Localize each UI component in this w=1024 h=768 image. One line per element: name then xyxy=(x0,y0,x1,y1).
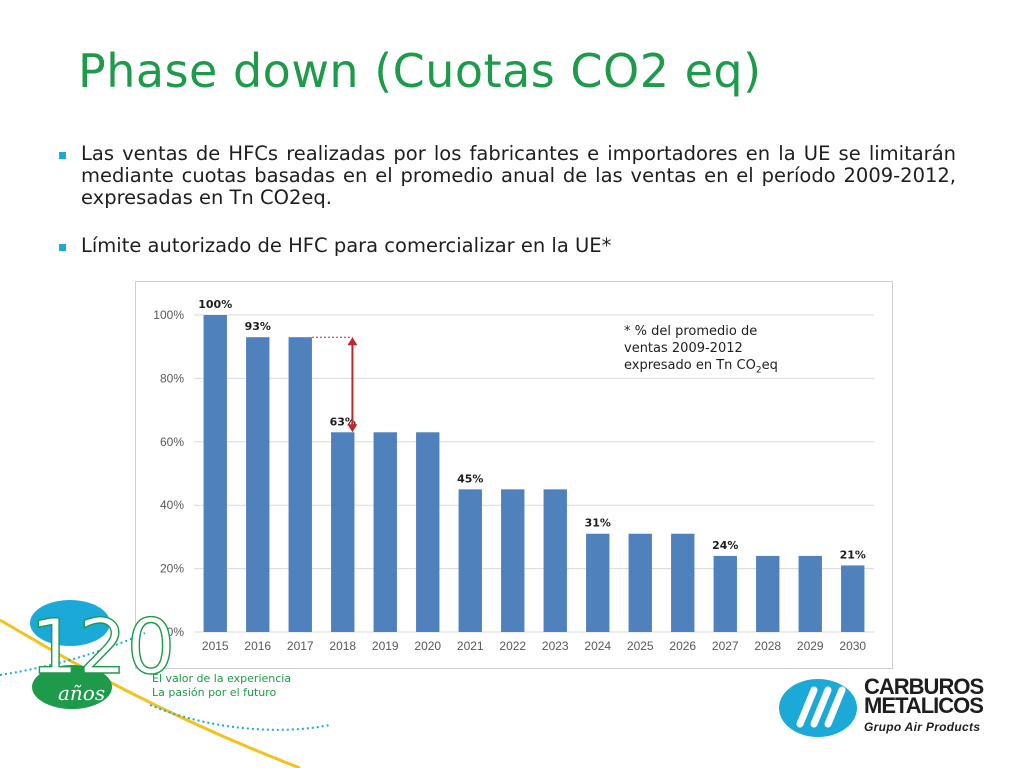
data-label: 45% xyxy=(457,472,483,485)
y-tick-label: 60% xyxy=(160,435,184,449)
x-tick-label: 2018 xyxy=(329,639,356,653)
x-tick-label: 2021 xyxy=(457,639,484,653)
swoosh-dotted-right xyxy=(149,704,330,731)
x-tick-label: 2015 xyxy=(202,639,229,653)
bar xyxy=(416,432,440,632)
chart-note-subscript: 2 xyxy=(755,365,762,376)
bar xyxy=(628,533,652,632)
x-tick-label: 2024 xyxy=(584,639,611,653)
bar xyxy=(841,565,865,632)
bar xyxy=(203,315,227,632)
bar xyxy=(458,489,482,632)
arrow-down-icon xyxy=(347,424,358,433)
bullet-list: Las ventas de HFCs realizadas por los fa… xyxy=(56,143,956,257)
bullet-text: Las ventas de HFCs realizadas por los fa… xyxy=(81,142,956,209)
x-tick-label: 2026 xyxy=(669,639,696,653)
bullet-text: Límite autorizado de HFC para comerciali… xyxy=(81,234,612,257)
x-tick-label: 2025 xyxy=(627,639,654,653)
x-tick-label: 2028 xyxy=(754,639,781,653)
brand-subtitle: Grupo Air Products xyxy=(864,720,981,734)
x-tick-label: 2016 xyxy=(244,639,271,653)
data-label: 24% xyxy=(712,539,738,552)
tagline-experience: El valor de la experiencia xyxy=(152,672,292,685)
anniversary-number: 120 xyxy=(30,602,175,691)
y-tick-label: 20% xyxy=(160,562,184,576)
data-label: 93% xyxy=(245,320,271,333)
data-label: 31% xyxy=(585,517,611,530)
brand-name-line2: METALICOS xyxy=(864,693,984,718)
brand-logo: CARBUROS METALICOS Grupo Air Products xyxy=(778,676,1018,742)
bullet-item: Límite autorizado de HFC para comerciali… xyxy=(56,235,956,257)
chart-note-text: expresado en Tn CO xyxy=(624,358,756,373)
data-label: 100% xyxy=(198,298,232,311)
swoosh-yellow xyxy=(0,618,301,768)
chart-note-line: expresado en Tn CO2eq xyxy=(624,357,854,380)
anniversary-word: años xyxy=(58,681,105,705)
chart-note-text: eq xyxy=(761,358,778,373)
slide-title: Phase down (Cuotas CO2 eq) xyxy=(78,44,762,98)
bar xyxy=(713,555,737,632)
x-tick-label: 2019 xyxy=(372,639,399,653)
arrow-up-icon xyxy=(347,337,358,346)
x-tick-label: 2029 xyxy=(797,639,824,653)
x-tick-label: 2017 xyxy=(287,639,314,653)
y-tick-label: 100% xyxy=(153,308,184,322)
x-tick-label: 2020 xyxy=(414,639,441,653)
bar xyxy=(331,432,355,632)
anniversary-logo: 120 años El valor de la experiencia La p… xyxy=(0,585,330,768)
bar xyxy=(246,337,270,632)
bar xyxy=(756,555,780,632)
chart-note-line: * % del promedio de xyxy=(624,324,758,339)
anniversary-graphic: 120 años xyxy=(0,600,330,768)
brand-name-line1: CARBUROS xyxy=(864,674,984,699)
bar xyxy=(373,432,397,632)
y-tick-label: 80% xyxy=(160,371,184,385)
bar xyxy=(798,555,822,632)
y-tick-label: 0% xyxy=(167,625,185,639)
bar xyxy=(671,533,695,632)
x-tick-label: 2027 xyxy=(712,639,739,653)
data-label: 21% xyxy=(840,548,866,561)
x-tick-label: 2022 xyxy=(499,639,526,653)
blue-badge-top xyxy=(30,600,110,646)
tagline-future: La pasión por el futuro xyxy=(152,686,277,699)
chart-note: * % del promedio de ventas 2009-2012 exp… xyxy=(624,323,854,380)
bullet-item: Las ventas de HFCs realizadas por los fa… xyxy=(56,143,956,209)
chart-canvas: 0% 20% 40% 60% 80% 100% 2015 2016 2017 2018 2019 20… xyxy=(153,298,874,653)
bar-chart: 0% 20% 40% 60% 80% 100% 2015 2016 2017 2018 2019 20… xyxy=(135,281,893,669)
bar xyxy=(543,489,567,632)
y-tick-label: 40% xyxy=(160,498,184,512)
square-bullet-icon xyxy=(59,244,66,251)
x-tick-label: 2030 xyxy=(839,639,866,653)
x-tick-label: 2023 xyxy=(542,639,569,653)
bar xyxy=(288,337,312,632)
carburos-logo-icon xyxy=(779,679,857,737)
square-bullet-icon xyxy=(59,152,66,159)
green-badge-bottom xyxy=(32,665,112,709)
chart-note-line: ventas 2009-2012 xyxy=(624,341,743,356)
bar xyxy=(586,533,610,632)
bar xyxy=(501,489,525,632)
